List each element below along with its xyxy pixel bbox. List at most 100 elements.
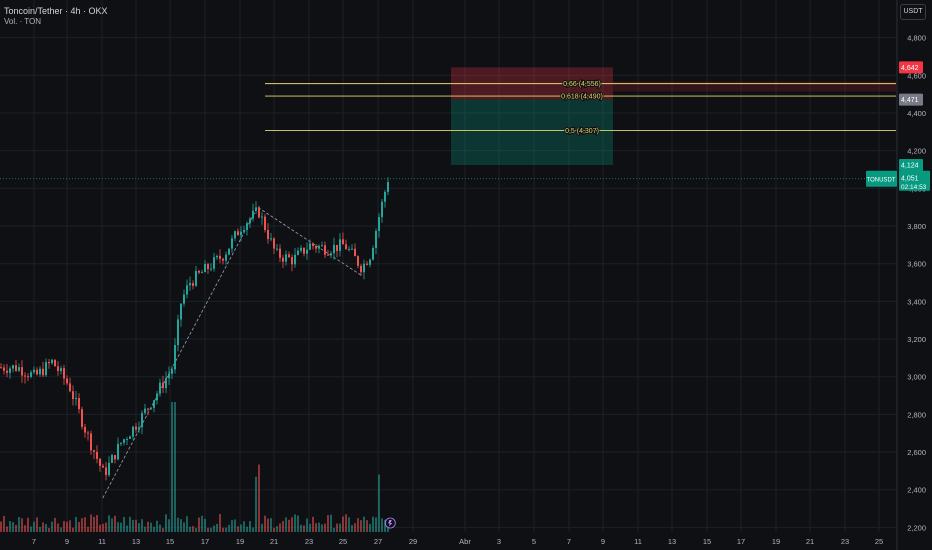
- take-profit-zone[interactable]: [451, 99, 613, 165]
- volume-bar: [240, 524, 242, 532]
- volume-bar: [60, 527, 62, 532]
- candle-body: [318, 245, 320, 249]
- volume-bar: [276, 526, 278, 532]
- price-tag[interactable]: [899, 159, 923, 171]
- volume-bar: [141, 519, 143, 532]
- candle-body: [3, 367, 5, 371]
- pattern-line[interactable]: [102, 206, 362, 499]
- currency-button[interactable]: USDT: [900, 4, 926, 20]
- candle-body: [366, 263, 368, 265]
- candle-body: [336, 244, 338, 251]
- volume-bar: [6, 526, 8, 532]
- candle-body: [78, 398, 80, 410]
- volume-bar: [135, 519, 137, 532]
- x-tick-label: 7: [567, 537, 571, 546]
- volume-bar: [321, 524, 323, 532]
- volume-bar: [174, 402, 176, 532]
- candle-body: [357, 256, 359, 266]
- candle-body: [210, 268, 212, 270]
- volume-bar: [84, 517, 86, 532]
- x-tick-label: 27: [374, 537, 382, 546]
- volume-indicator-label[interactable]: Vol. · TON: [4, 17, 42, 26]
- x-tick-label: 23: [841, 537, 849, 546]
- y-tick-label: 3,800: [907, 222, 926, 231]
- candle-body: [243, 229, 245, 232]
- candle-body: [9, 368, 11, 373]
- volume-bar: [192, 526, 194, 532]
- candle-body: [342, 239, 344, 245]
- volume-bar: [210, 527, 212, 532]
- volume-bar: [117, 522, 119, 532]
- symbol-tag[interactable]: [866, 170, 897, 187]
- price-axis-panel[interactable]: [897, 0, 932, 550]
- volume-bar: [243, 521, 245, 532]
- price-tag-label: 4,471: [901, 97, 919, 104]
- candle-body: [132, 426, 134, 437]
- last-price-tag[interactable]: [899, 170, 930, 191]
- candle-body: [93, 450, 95, 452]
- price-tag[interactable]: [899, 93, 923, 106]
- candle-body: [42, 368, 44, 376]
- drawing-tools[interactable]: 0,66 (4,556) 0,618 (4,490) 0,5 (4,307): [0, 67, 896, 529]
- candle-body: [108, 462, 110, 476]
- volume-bar: [345, 514, 347, 532]
- candle-body: [324, 245, 326, 255]
- x-tick-label: 11: [634, 537, 642, 546]
- volume-bar: [186, 516, 188, 532]
- x-tick-label: 15: [166, 537, 174, 546]
- candle-body: [258, 207, 260, 218]
- candle-body: [96, 451, 98, 459]
- volume-bar: [237, 526, 239, 532]
- volume-bar: [288, 519, 290, 532]
- volume-bar: [378, 474, 380, 532]
- candle-body: [87, 432, 89, 434]
- fib-level-label: 0,618 (4,490): [561, 94, 603, 101]
- candle-body: [387, 182, 389, 192]
- candle-body: [18, 367, 20, 371]
- last-price-label: 4,051: [901, 175, 919, 182]
- x-tick-label: 5: [532, 537, 536, 546]
- candle-body: [201, 272, 203, 274]
- volume-bar: [366, 520, 368, 532]
- price-tag[interactable]: [899, 61, 923, 74]
- candle-body: [24, 375, 26, 377]
- candle-body: [372, 247, 374, 260]
- event-marker[interactable]: [384, 517, 396, 529]
- volume-bar: [54, 517, 56, 532]
- volume-bar: [312, 516, 314, 532]
- volume-bar: [267, 518, 269, 532]
- volume-bar: [93, 516, 95, 532]
- volume-bar: [198, 517, 200, 532]
- candle-body: [378, 217, 380, 231]
- y-tick-label: 4,800: [907, 34, 926, 43]
- candle-body: [102, 465, 104, 468]
- volume-bar: [57, 523, 59, 532]
- candle-body: [255, 207, 257, 211]
- y-tick-label: 3,600: [907, 260, 926, 269]
- volume-bar: [99, 524, 101, 532]
- candle-body: [246, 223, 248, 230]
- candle-body: [207, 263, 209, 270]
- volume-bar: [330, 514, 332, 532]
- candle-body: [183, 294, 185, 304]
- candle-body: [348, 248, 350, 250]
- volume-bar: [348, 517, 350, 532]
- volume-bar: [213, 525, 215, 532]
- volume-bar: [75, 516, 77, 532]
- candle-body: [195, 270, 197, 286]
- x-tick-label: 19: [236, 537, 244, 546]
- candle-body: [291, 257, 293, 265]
- x-tick-label: 29: [409, 537, 417, 546]
- volume-bar: [180, 519, 182, 532]
- x-tick-label: 11: [98, 537, 106, 546]
- volume-bar: [51, 521, 53, 532]
- candle-body: [126, 438, 128, 440]
- candle-body: [66, 378, 68, 384]
- candle-body: [156, 393, 158, 401]
- candle-body: [177, 319, 179, 346]
- candle-body: [54, 359, 56, 367]
- volume-bar: [120, 522, 122, 532]
- volume-bar: [318, 522, 320, 532]
- volume-bar: [381, 518, 383, 532]
